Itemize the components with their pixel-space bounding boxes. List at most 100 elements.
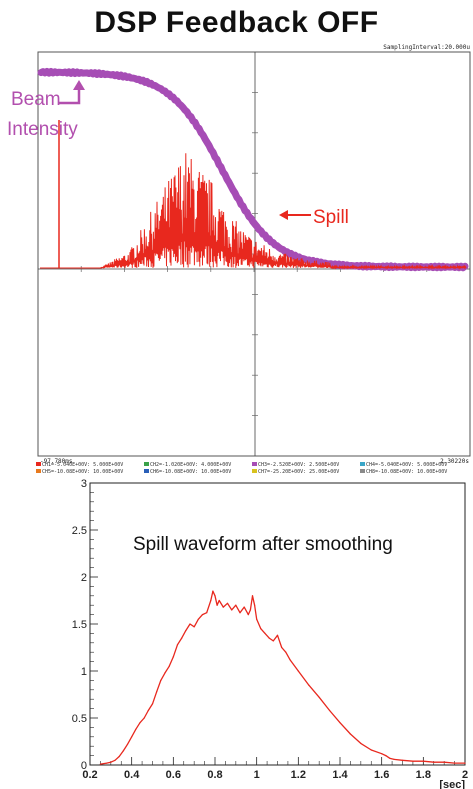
data-point [212, 590, 214, 592]
data-point [131, 736, 133, 738]
data-point [151, 703, 154, 705]
data-point [226, 602, 229, 604]
channel-label: CH1=-5.040E+00V: 5.000E+00V [42, 462, 123, 468]
spill-label-arrowhead [279, 210, 288, 220]
data-point [289, 659, 291, 661]
channel-swatch [252, 462, 257, 466]
plot-frame [89, 482, 466, 766]
data-point [168, 665, 170, 667]
data-point [147, 709, 149, 712]
x-tick-label: 1.2 [291, 769, 306, 781]
y-axis: 0 0.5 1 1.5 2 2.5 3 [72, 478, 98, 772]
data-point [268, 637, 270, 639]
page-title: DSP Feedback OFF [94, 6, 379, 39]
channel-label: CH3=-2.520E+00V: 2.500E+00V [258, 462, 339, 468]
data-point [422, 760, 424, 762]
data-point [256, 618, 258, 620]
data-point [260, 628, 262, 630]
beam-label-arrow [58, 88, 81, 105]
channel-label: CH7=-25.20E+00V: 25.00E+00V [258, 469, 339, 475]
data-point [412, 760, 414, 762]
smoothed-spill-points [99, 590, 466, 765]
beam-label-arrowhead [73, 80, 85, 90]
channel-label: CH2=-1.020E+00V: 4.000E+00V [150, 462, 231, 468]
channel-swatch [36, 469, 41, 473]
data-point [401, 759, 404, 761]
data-point [393, 758, 395, 761]
data-point [464, 762, 466, 764]
data-point [143, 717, 145, 719]
y-tick-label: 2 [81, 572, 87, 584]
x-tick-label: 1.8 [416, 769, 431, 781]
data-point [110, 761, 112, 763]
x-tick-label: 2 [462, 769, 468, 781]
data-point [197, 618, 199, 620]
x-tick-label: 0.4 [124, 769, 140, 781]
data-point [285, 651, 287, 653]
data-point [370, 749, 372, 751]
data-point [118, 755, 120, 758]
data-point [389, 757, 391, 760]
data-point [193, 626, 195, 628]
data-point [218, 599, 220, 602]
channel-label: CH4=-5.040E+00V: 5.000E+00V [366, 462, 447, 468]
data-point [454, 762, 456, 764]
data-point [308, 684, 310, 686]
data-point [272, 640, 274, 642]
data-point [176, 644, 179, 646]
x-axis: 0.2 0.4 0.6 0.8 1 1.2 1.4 1.6 1.8 2 [82, 757, 468, 781]
data-point [433, 761, 435, 763]
data-point [135, 728, 137, 730]
sampling-interval: SamplingInterval:20.000u [383, 44, 470, 51]
channel-swatch [360, 469, 365, 473]
data-point [106, 762, 108, 764]
data-point [297, 670, 299, 672]
spill-trace [40, 153, 467, 270]
channel-label: CH8=-10.08E+00V: 10.00E+00V [366, 469, 447, 475]
data-point [360, 742, 362, 745]
data-point [99, 763, 101, 765]
data-point [235, 604, 237, 606]
channel-legend: CH1=-5.040E+00V: 5.000E+00V CH2=-1.020E+0… [36, 462, 447, 475]
data-point [214, 595, 216, 597]
data-point [210, 599, 212, 602]
x-tick-label: 1.4 [332, 769, 348, 781]
data-point [189, 623, 191, 625]
data-point [164, 672, 166, 674]
data-point [254, 604, 256, 606]
y-tick-label: 1.5 [72, 619, 87, 631]
beam-label-line1: Beam [11, 89, 61, 110]
channel-swatch [144, 462, 149, 466]
data-point [264, 632, 266, 635]
data-point [349, 733, 351, 735]
data-point [231, 609, 233, 611]
data-point [126, 743, 129, 745]
time-end: 2.30220s [440, 458, 469, 465]
y-tick-label: 2.5 [72, 525, 87, 537]
oscilloscope-panel: SamplingInterval:20.000u Beam Intensity … [7, 44, 471, 475]
x-tick-label: 0.2 [82, 769, 97, 781]
data-point [251, 595, 254, 597]
channel-label: CH5=-10.08E+00V: 10.00E+00V [42, 469, 123, 475]
x-tick-label: 1.6 [374, 769, 389, 781]
data-point [201, 614, 204, 616]
data-point [122, 750, 124, 752]
channel-swatch [144, 469, 149, 473]
channel-swatch [252, 469, 257, 473]
data-point [318, 696, 320, 698]
x-tick-label: 1 [254, 769, 260, 781]
channel-label: CH6=-10.08E+00V: 10.00E+00V [150, 469, 231, 475]
data-point [172, 656, 174, 658]
data-point [243, 606, 245, 608]
y-tick-label: 0.5 [72, 713, 87, 725]
data-point [181, 637, 183, 639]
time-start: -97.780ms [40, 458, 73, 465]
y-tick-label: 1 [81, 666, 87, 678]
x-tick-label: 0.8 [207, 769, 222, 781]
data-point [216, 604, 218, 606]
x-tick-label: 0.6 [166, 769, 181, 781]
data-point [222, 606, 224, 608]
data-point [329, 709, 331, 712]
data-point [114, 759, 116, 761]
